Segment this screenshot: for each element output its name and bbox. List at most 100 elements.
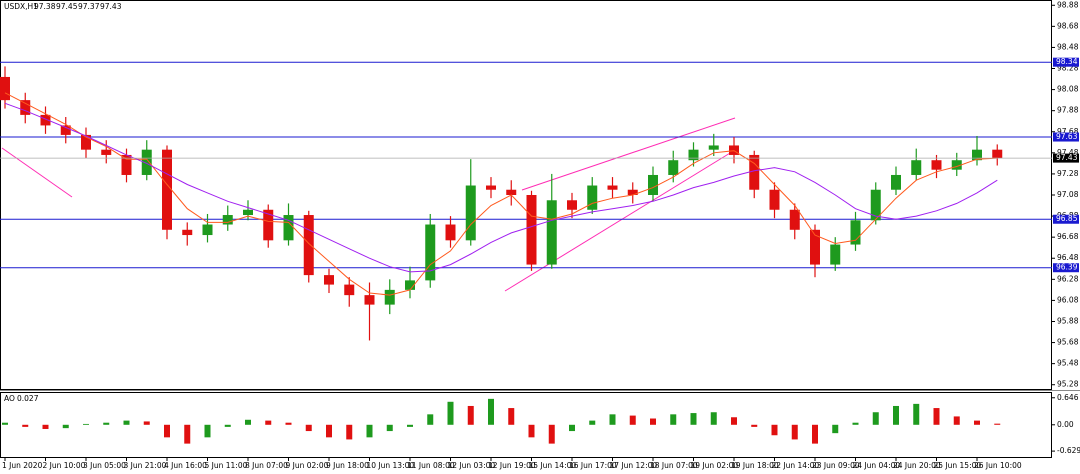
ao-bar bbox=[731, 417, 737, 425]
level-label: 96.39 bbox=[1056, 263, 1078, 272]
y-tick-label: 98.48 bbox=[1057, 42, 1079, 51]
candle-body bbox=[283, 215, 294, 241]
y-tick-label: 98.08 bbox=[1057, 85, 1079, 94]
ao-bar bbox=[629, 415, 636, 425]
x-tick-label: 24 Jun 04:00 bbox=[853, 461, 901, 470]
ao-bar bbox=[812, 424, 818, 444]
trend-line bbox=[521, 117, 736, 191]
ao-bar bbox=[771, 424, 778, 436]
candle-body bbox=[465, 185, 476, 241]
candle-body bbox=[951, 160, 962, 170]
indicator-tick-label: 0.00 bbox=[1057, 420, 1074, 429]
ao-bar bbox=[609, 414, 616, 425]
ohlc-value: 97.45 bbox=[56, 2, 78, 11]
candle-body bbox=[830, 244, 841, 265]
indicator-tick-label: -0.629 bbox=[1057, 446, 1080, 455]
ao-bar bbox=[933, 408, 940, 425]
ao-bar bbox=[143, 421, 150, 425]
ao-bar bbox=[326, 424, 332, 438]
candle-body bbox=[222, 215, 233, 225]
candle-body bbox=[364, 295, 375, 305]
ao-bar bbox=[22, 424, 29, 427]
candle-body bbox=[972, 149, 982, 161]
y-tick-label: 97.08 bbox=[1057, 190, 1079, 199]
y-tick-label: 95.48 bbox=[1057, 359, 1079, 368]
candle-body bbox=[0, 76, 10, 101]
ao-bar bbox=[83, 423, 89, 425]
level-label: 97.63 bbox=[1056, 132, 1078, 141]
ao-bar bbox=[2, 422, 8, 425]
main-panel bbox=[0, 0, 1052, 390]
ao-bar bbox=[103, 422, 110, 425]
indicator-title: AO bbox=[4, 394, 15, 403]
candle-body bbox=[81, 134, 91, 150]
x-tick-label: 18 Jun 07:00 bbox=[650, 461, 698, 470]
symbol-title: USDX,H1 bbox=[4, 2, 38, 11]
moving-average bbox=[4, 102, 998, 273]
ao-bar bbox=[953, 416, 960, 425]
x-tick-label: 8 Jun 07:00 bbox=[245, 461, 288, 470]
candle-body bbox=[992, 149, 1003, 159]
candle-body bbox=[870, 189, 881, 221]
candle-body bbox=[587, 185, 598, 210]
ao-bar bbox=[386, 424, 393, 432]
ao-bar bbox=[974, 420, 980, 425]
ao-bar bbox=[650, 418, 656, 425]
y-tick-label: 95.68 bbox=[1057, 338, 1079, 347]
x-tick-label: 1 Jun 2020 bbox=[2, 461, 43, 470]
candle-body bbox=[263, 209, 274, 241]
x-tick-label: 9 Jun 18:00 bbox=[326, 461, 369, 470]
ao-bar bbox=[305, 424, 312, 432]
ao-bar bbox=[791, 424, 798, 440]
x-tick-label: 12 Jun 03:00 bbox=[448, 461, 496, 470]
x-tick-label: 15 Jun 14:00 bbox=[529, 461, 577, 470]
ao-bar bbox=[42, 424, 49, 429]
ao-bar bbox=[872, 412, 879, 425]
candle-body bbox=[384, 289, 395, 305]
x-tick-label: 12 Jun 19:00 bbox=[488, 461, 536, 470]
x-tick-label: 24 Jun 20:00 bbox=[893, 461, 941, 470]
x-tick-label: 19 Jun 18:00 bbox=[731, 461, 779, 470]
candle-body bbox=[202, 224, 213, 236]
x-tick-label: 16 Jun 17:00 bbox=[569, 461, 617, 470]
ao-bar bbox=[164, 424, 170, 438]
level-label: 98.34 bbox=[1056, 57, 1078, 66]
x-tick-label: 5 Jun 11:00 bbox=[205, 461, 248, 470]
ohlc-value: 97.37 bbox=[78, 2, 100, 11]
ao-bar bbox=[569, 424, 575, 432]
y-tick-label: 98.88 bbox=[1057, 0, 1079, 9]
candle-body bbox=[911, 160, 922, 175]
indicator-value: 0.027 bbox=[17, 394, 39, 403]
x-tick-label: 22 Jun 14:00 bbox=[772, 461, 820, 470]
candle-body bbox=[506, 189, 517, 195]
candle-body bbox=[101, 149, 112, 155]
x-tick-label: 23 Jun 09:00 bbox=[812, 461, 860, 470]
candle-body bbox=[648, 174, 658, 195]
ao-bar bbox=[123, 420, 130, 425]
candle-body bbox=[425, 224, 436, 281]
level-label: 96.85 bbox=[1056, 214, 1078, 223]
ao-bar bbox=[528, 424, 535, 438]
current-price-box bbox=[1053, 153, 1079, 163]
y-tick-label: 98.68 bbox=[1057, 21, 1079, 30]
candle-body bbox=[607, 185, 618, 190]
y-tick-label: 96.48 bbox=[1057, 253, 1079, 262]
candle-body bbox=[20, 100, 31, 115]
candle-body bbox=[708, 145, 719, 150]
y-tick-label: 96.08 bbox=[1057, 295, 1079, 304]
candle-body bbox=[303, 215, 314, 276]
x-tick-label: 4 Jun 16:00 bbox=[164, 461, 207, 470]
candle-body bbox=[567, 200, 577, 210]
ao-bar bbox=[589, 420, 596, 425]
candle-body bbox=[324, 275, 334, 285]
candle-body bbox=[627, 189, 638, 195]
ao-bar bbox=[893, 405, 899, 425]
y-tick-label: 95.28 bbox=[1057, 380, 1079, 389]
ao-bar bbox=[265, 420, 272, 425]
candle-body bbox=[749, 154, 760, 190]
current-price-label: 97.43 bbox=[1056, 153, 1078, 162]
ao-bar bbox=[548, 424, 555, 444]
candle-body bbox=[162, 149, 172, 230]
candle-body bbox=[243, 209, 253, 216]
candle-body bbox=[526, 195, 537, 265]
